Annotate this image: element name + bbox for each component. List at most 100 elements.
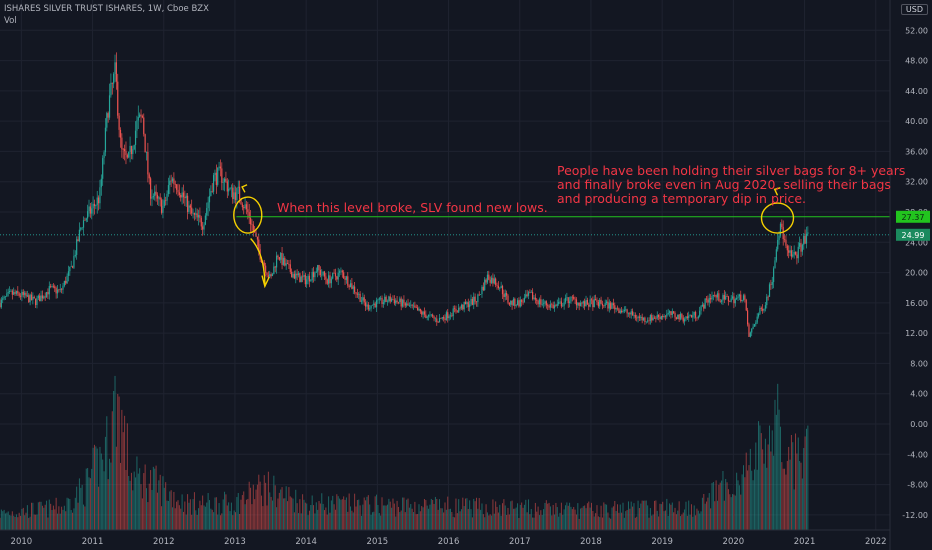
candle-body [529, 292, 531, 294]
volume-bar [415, 514, 417, 530]
volume-bar [200, 505, 202, 530]
volume-bar [630, 501, 632, 530]
candle-body [438, 317, 441, 323]
price-axis-panel [890, 0, 932, 550]
volume-bar [373, 511, 375, 530]
volume-bar [9, 515, 11, 530]
volume-bar [292, 498, 294, 530]
candle-body [392, 299, 394, 300]
candle-body [692, 315, 694, 318]
candle-body [562, 305, 564, 307]
candle-body [74, 254, 76, 256]
candle-body [364, 302, 367, 307]
volume-bar [667, 515, 669, 530]
volume-bar [518, 517, 520, 530]
volume-bar [281, 487, 283, 530]
volume-bar [774, 399, 776, 530]
time-axis[interactable]: 2010 2011 2012 2013 2014 2015 2016 2017 2018 2019… [0, 529, 890, 547]
candle-body [670, 311, 672, 315]
volume-bar [199, 500, 201, 530]
candle-body [10, 290, 12, 292]
volume-bar [22, 507, 24, 530]
volume-bar [198, 508, 200, 530]
candle-body [592, 300, 594, 308]
candle-body [588, 304, 590, 307]
candle-body [310, 280, 312, 282]
candle-body [111, 82, 113, 84]
breakeven-hook [773, 187, 781, 196]
volume-bar [91, 468, 93, 530]
candle-body [58, 289, 60, 291]
price-axis[interactable]: 52.0048.0044.0040.0036.0032.0028.0024.00… [889, 0, 932, 550]
volume-bar [258, 474, 260, 530]
volume-bar [297, 513, 299, 530]
candle-body [512, 298, 515, 306]
candle-body [388, 296, 390, 302]
candle-body [249, 217, 252, 225]
volume-bar [256, 484, 258, 530]
volume-bar [653, 500, 655, 530]
candle-body [171, 178, 174, 182]
candle-body [501, 285, 504, 295]
candle-body [458, 307, 460, 313]
volume-bar [252, 484, 254, 530]
volume-bar [575, 514, 577, 530]
candle-body [386, 301, 389, 303]
volume-bar [282, 498, 284, 530]
volume-bar [725, 478, 727, 530]
candle-body [471, 298, 473, 305]
volume-bar [150, 470, 152, 530]
candle-body [41, 295, 44, 299]
volume-bar [7, 511, 9, 530]
volume-bar [299, 499, 301, 530]
candle-body [447, 312, 449, 319]
volume-bar [347, 511, 349, 530]
candle-body [526, 294, 528, 296]
candle-body [274, 266, 276, 268]
candle-body [104, 127, 107, 153]
candle-body [95, 205, 97, 207]
candle-body [267, 275, 269, 278]
candle-body [241, 204, 243, 208]
candle-body [542, 303, 545, 305]
volume-bar [181, 494, 183, 530]
volume-bar [251, 504, 253, 530]
candle-body [522, 301, 524, 303]
candle-body [165, 200, 167, 201]
candle-body [782, 227, 784, 240]
volume-bar [328, 496, 330, 530]
volume-bar [208, 500, 210, 530]
candle-body [778, 235, 780, 240]
currency-selector[interactable]: USD [900, 4, 928, 15]
candle-body [462, 304, 464, 310]
candle-body [440, 317, 442, 319]
candle-body [400, 298, 402, 307]
candle-body [270, 274, 272, 277]
candle-body [84, 220, 86, 221]
volume-bar [245, 499, 247, 530]
candle-body [380, 297, 382, 299]
volume-bar [789, 459, 791, 530]
volume-bar [158, 480, 160, 530]
candle-body [504, 293, 506, 297]
candle-body [790, 250, 793, 257]
candle-body [215, 172, 217, 185]
volume-bar [779, 426, 781, 530]
candle-body [315, 271, 317, 273]
volume-bar [254, 499, 256, 530]
candle-body [699, 310, 701, 317]
volume-bar [143, 473, 145, 530]
candle-body [382, 302, 384, 304]
candle-body [307, 275, 309, 280]
volume-bar [366, 496, 368, 530]
volume-bar [621, 512, 623, 530]
volume-bar [563, 509, 565, 530]
volume-bar [113, 390, 115, 530]
volume-bar [736, 472, 738, 530]
volume-bar [769, 425, 771, 530]
volume-bar [0, 509, 2, 530]
candle-body [130, 145, 133, 155]
level-break-annotation: When this level broke, SLV found new low… [277, 200, 548, 215]
candle-body [202, 226, 204, 230]
